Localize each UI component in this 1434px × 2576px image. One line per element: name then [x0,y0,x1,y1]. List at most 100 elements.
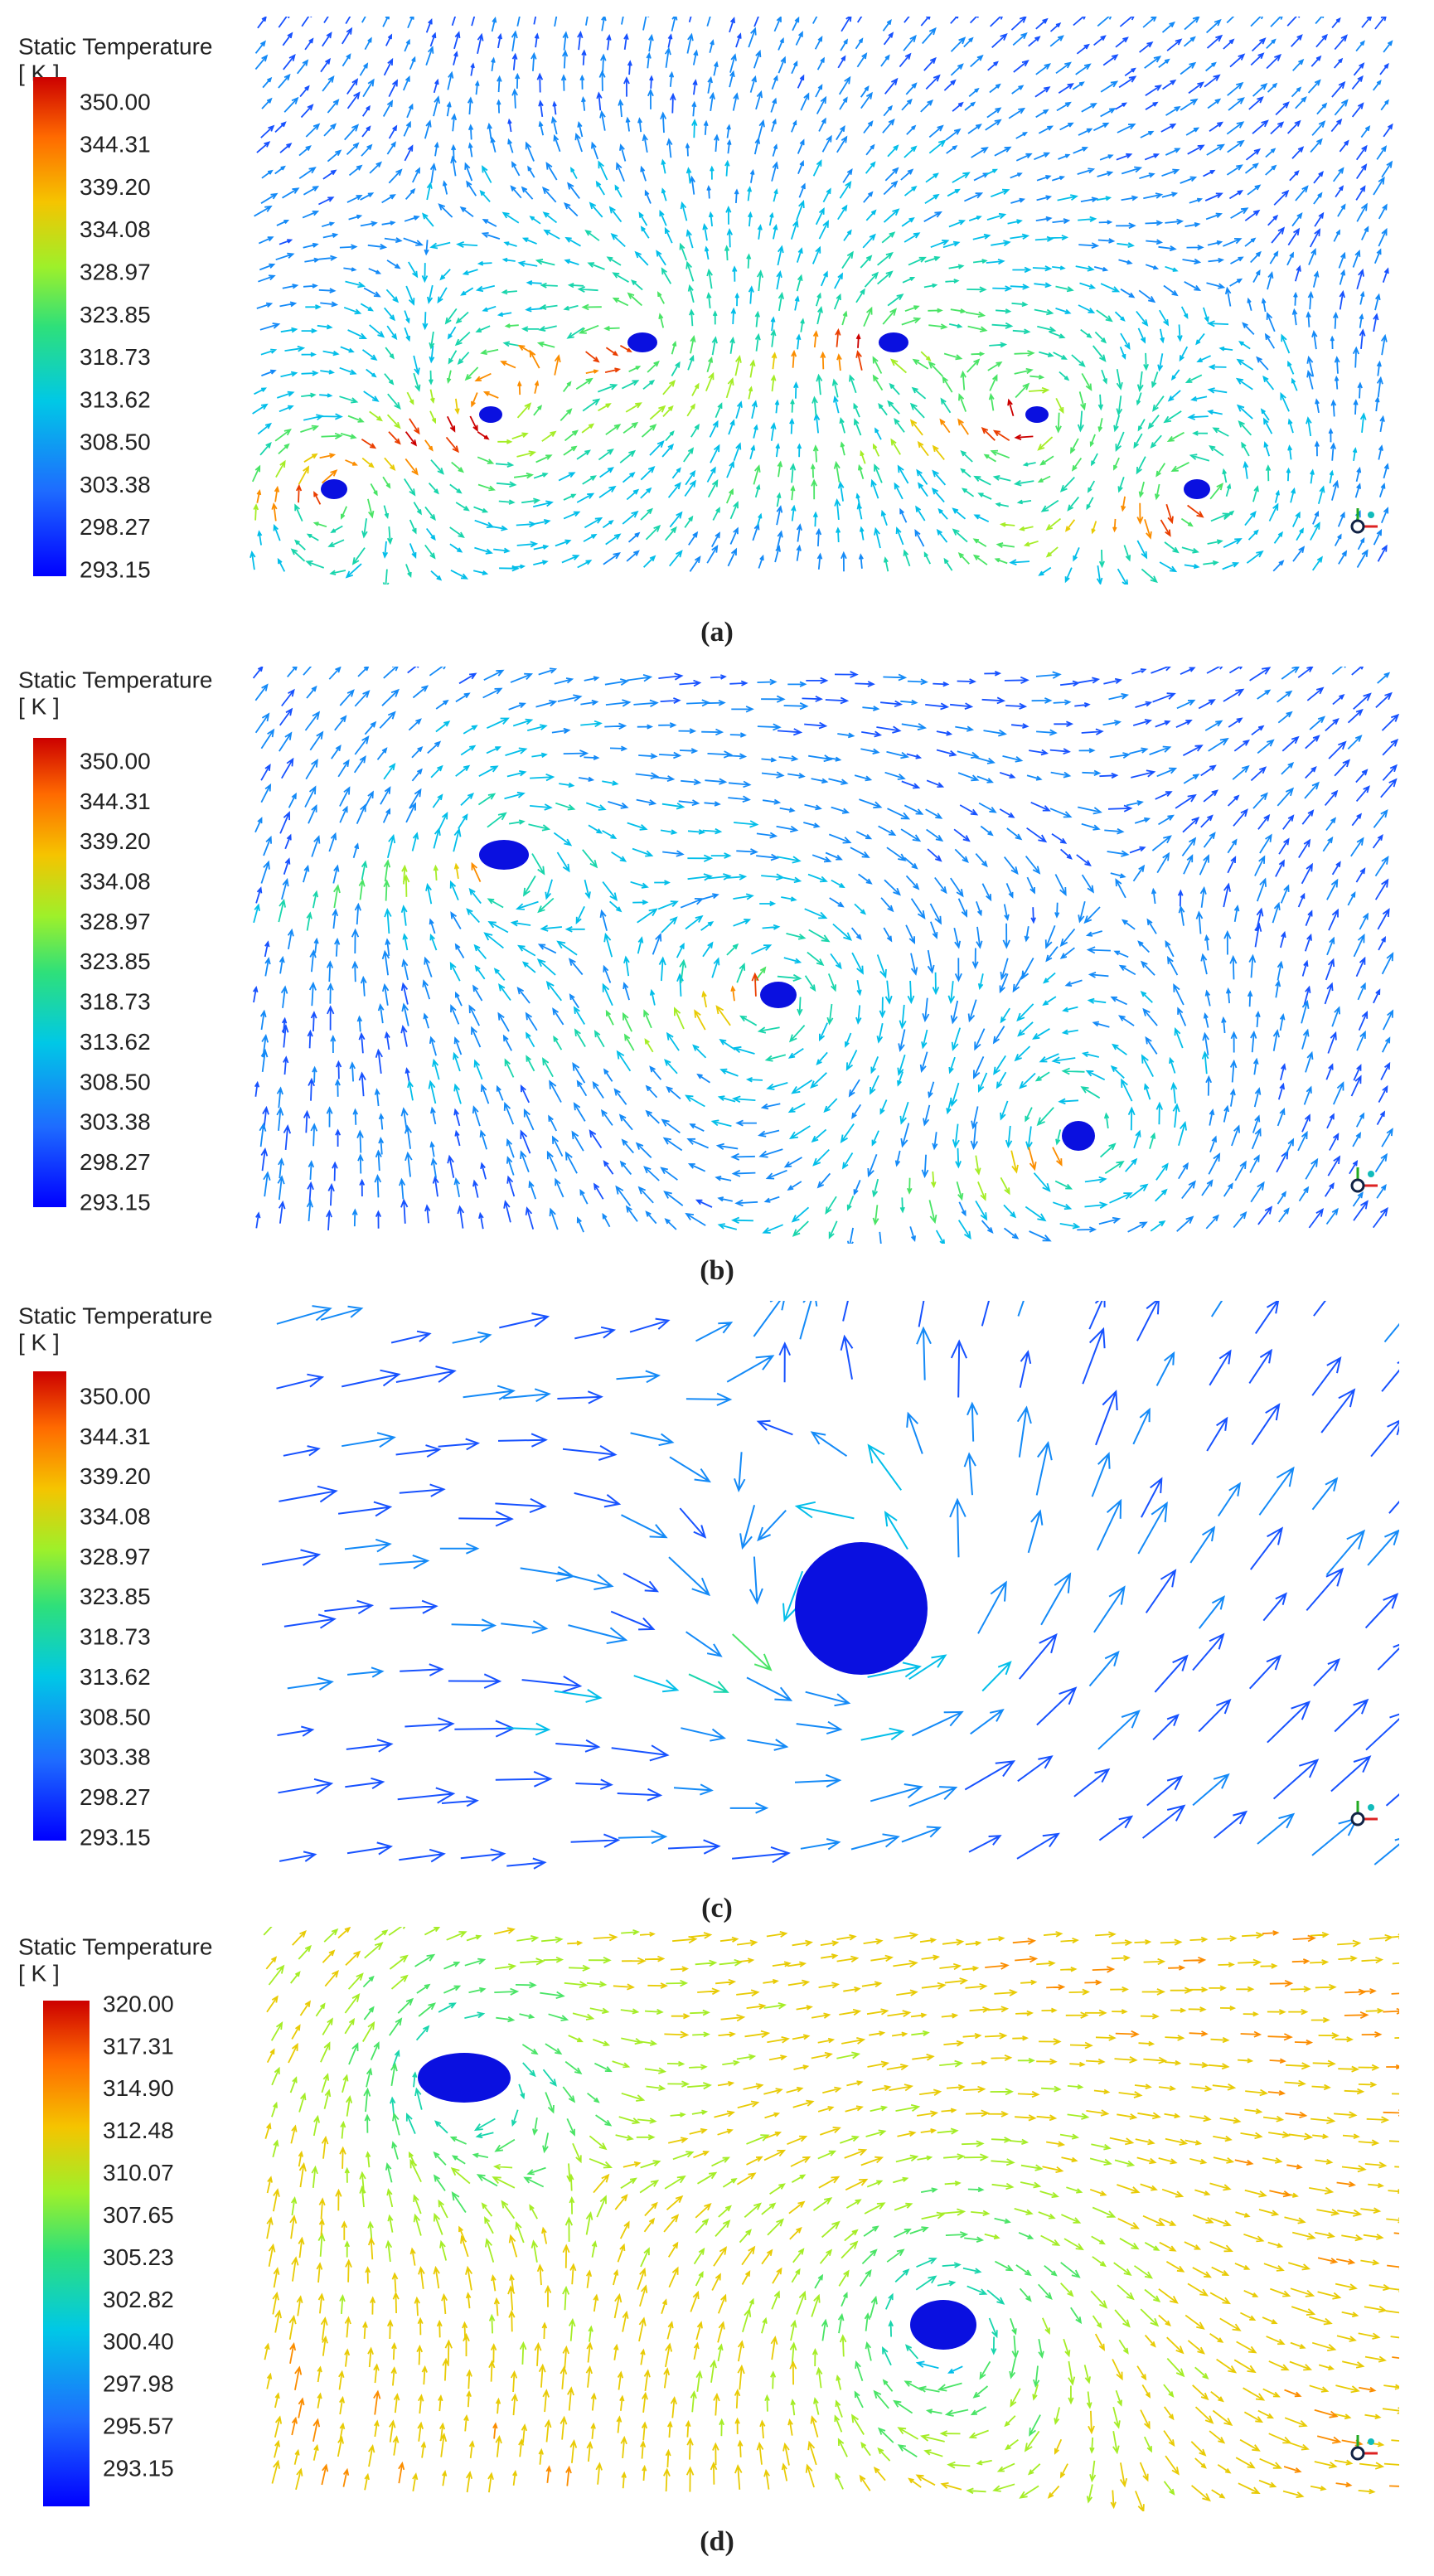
legend-title: Static Temperature [18,1303,213,1328]
cylinder [795,1542,928,1675]
legend-label: 320.00 [103,1991,174,2016]
vector-arrows [390,2002,1005,2366]
legend-label: 313.62 [80,386,151,412]
legend-title: Static Temperature [18,667,213,692]
cylinder [1025,406,1049,423]
legend-label: 339.20 [80,828,151,854]
legend-label: 344.31 [80,132,151,158]
legend-label: 328.97 [80,259,151,284]
caption: (d) [700,2526,734,2557]
vector-arrows [264,1927,1399,2511]
vector-arrows [259,229,1272,585]
legend-label: 308.50 [80,1069,151,1094]
color-bar [33,77,66,576]
vector-arrows [732,1633,773,1671]
caption: (a) [700,617,734,648]
cylinder [627,332,657,352]
legend-label: 300.40 [103,2329,174,2355]
vector-arrows [256,17,1393,562]
legend-label: 344.31 [80,1424,151,1449]
vector-arrows [453,862,1019,1174]
vector-arrows [506,1443,1012,1741]
axis-origin [1350,1178,1365,1193]
legend-unit: [ K ] [18,1960,60,1986]
axis-z [1368,1804,1374,1811]
legend-label: 302.82 [103,2287,174,2312]
legend-label: 334.08 [80,1503,151,1529]
cylinder [479,406,502,423]
axis-z [1368,1171,1374,1177]
color-bar [33,1371,66,1841]
legend-label: 344.31 [80,788,151,814]
legend-label: 298.27 [80,1149,151,1175]
vector-arrows [751,972,759,997]
legend-label: 334.08 [80,216,151,242]
legend-label: 298.27 [80,1784,151,1810]
vector-arrows [471,861,1063,1172]
legend-label: 318.73 [80,989,151,1015]
legend-label: 293.15 [103,2455,174,2481]
legend-label: 303.38 [80,1109,151,1135]
legend-unit: [ K ] [18,693,60,719]
vector-field [261,1301,1399,1870]
legend-label: 318.73 [80,344,151,370]
vector-arrows [253,717,1209,1244]
cylinder [1062,1121,1095,1151]
panel: Static Temperature[ K ]350.00344.31339.2… [18,667,1399,1286]
vector-arrows [276,1301,1399,1865]
vector-field [252,667,1399,1244]
legend-label: 350.00 [80,89,151,114]
vector-arrows [688,1673,729,1693]
cylinder [479,840,529,870]
legend-label: 303.38 [80,472,151,497]
axis-z [1368,512,1374,518]
legend-label: 307.65 [103,2202,174,2228]
legend-title: Static Temperature [18,33,213,59]
legend-label: 328.97 [80,909,151,934]
legend-label: 298.27 [80,514,151,540]
legend-label: 295.57 [103,2413,174,2438]
legend-label: 308.50 [80,429,151,455]
vector-arrows [348,1953,1083,2458]
legend-label: 308.50 [80,1704,151,1729]
caption: (c) [701,1893,733,1924]
axis-z [1368,2438,1374,2445]
legend-label: 328.97 [80,1544,151,1569]
legend-label: 297.98 [103,2371,174,2397]
legend-label: 317.31 [103,2033,174,2059]
vector-arrows [298,352,1097,535]
legend-label: 314.90 [103,2075,174,2101]
cylinder [418,2053,511,2103]
vector-arrows [251,291,1223,565]
vector-arrows [915,2360,963,2374]
legend-label: 323.85 [80,302,151,327]
vector-arrows [256,330,1152,540]
vector-arrows [289,1930,1399,2488]
legend-title: Static Temperature [18,1933,213,1959]
caption: (b) [700,1255,734,1286]
vector-field [263,1927,1399,2511]
vector-arrows [249,119,1367,585]
color-bar [43,2001,90,2506]
vector-arrows [295,327,1204,537]
vector-field [249,17,1393,585]
legend-label: 303.38 [80,1744,151,1770]
legend-label: 313.62 [80,1029,151,1055]
vector-arrows [254,17,1393,572]
legend-unit: [ K ] [18,1329,60,1355]
vector-arrows [252,667,1399,1230]
legend-label: 293.15 [80,556,151,582]
panel: Static Temperature[ K ]350.00344.31339.2… [18,1301,1399,1924]
vector-arrows [333,859,964,1226]
panel: Static Temperature[ K ]350.00344.31339.2… [18,17,1393,648]
vector-arrows [405,332,1034,447]
vector-arrows [253,351,1064,558]
legend-label: 339.20 [80,174,151,200]
vector-arrows [401,864,1010,1201]
cylinder [910,2300,976,2350]
legend-label: 305.23 [103,2244,174,2270]
cylinder [760,982,797,1008]
cylinder [879,332,908,352]
vector-arrows [254,667,1394,1244]
